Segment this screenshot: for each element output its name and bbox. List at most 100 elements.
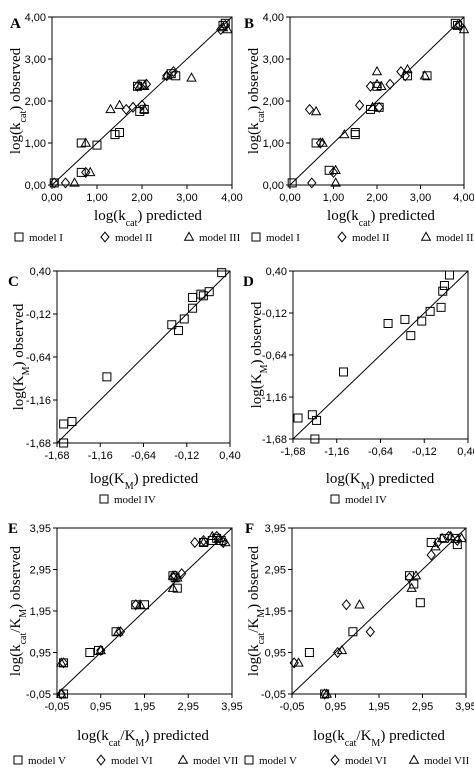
y-tick-label: -0,64 bbox=[26, 352, 51, 364]
point-square bbox=[92, 140, 102, 150]
point-diamond bbox=[168, 66, 179, 78]
point-triangle bbox=[445, 530, 457, 540]
x-axis-label-sub: cat bbox=[345, 738, 357, 749]
y-axis-label-sub: cat bbox=[18, 633, 29, 645]
point-square bbox=[59, 419, 69, 429]
point-triangle bbox=[161, 70, 173, 80]
y-tick-label: -0,64 bbox=[262, 350, 287, 362]
legend-label: model VII bbox=[193, 755, 239, 767]
point-triangle bbox=[217, 21, 229, 32]
point-diamond bbox=[319, 688, 330, 700]
point-square bbox=[422, 71, 432, 81]
point-diamond bbox=[115, 626, 126, 638]
y-tick-label: -0,12 bbox=[26, 309, 51, 321]
y-tick-label: -1,68 bbox=[26, 438, 51, 450]
point-triangle bbox=[458, 23, 470, 34]
point-triangle bbox=[114, 99, 125, 109]
panel-a: A 0,000,00 1,00 1,00 2,00 2,00 3,00 3,00 4,00 4,0… bbox=[8, 12, 243, 244]
point-square bbox=[436, 302, 446, 312]
y-axis-label-sub: M bbox=[21, 366, 32, 375]
y-axis-label: log(kcat/KM) observed bbox=[246, 545, 267, 676]
point-square bbox=[173, 326, 183, 336]
point-diamond bbox=[328, 166, 339, 178]
x-tick-label: 0,00 bbox=[41, 192, 62, 204]
panel-c: C -1,68-1,68 -1,16 -1,16 -0,64 -0,64 -0,12 -0,1… bbox=[8, 266, 241, 506]
point-triangle bbox=[402, 63, 413, 74]
panel-e: E -0,05-0,05 0,95 0,95 1,95 1,95 2,95 2,95 3,95 3… bbox=[8, 521, 243, 767]
point-triangle bbox=[410, 570, 422, 580]
point-diamond bbox=[162, 70, 172, 82]
y-axis-label-sub: cat bbox=[18, 111, 29, 123]
point-square bbox=[94, 645, 104, 655]
y-tick-label: 3,00 bbox=[25, 54, 46, 66]
x-tick-label: 2,95 bbox=[412, 701, 433, 713]
legend-marker-triangle bbox=[177, 754, 189, 764]
x-tick-label: -0,64 bbox=[368, 446, 393, 458]
x-axis-label: log(KM) predicted bbox=[326, 471, 435, 492]
y-tick-label: 1,00 bbox=[25, 138, 46, 150]
point-triangle bbox=[56, 688, 67, 698]
panel-label: E bbox=[8, 521, 18, 537]
point-triangle bbox=[317, 137, 328, 147]
point-square bbox=[204, 287, 214, 297]
y-tick-label: 2,95 bbox=[265, 565, 286, 577]
point-square bbox=[417, 316, 427, 326]
panel-label: C bbox=[8, 274, 19, 290]
point-triangle bbox=[430, 541, 441, 551]
point-square bbox=[348, 627, 358, 637]
legend-label: model I bbox=[29, 232, 63, 244]
point-triangle bbox=[112, 626, 124, 636]
point-square bbox=[170, 573, 180, 583]
x-axis-label: log(kcat) predicted bbox=[327, 208, 435, 229]
y-tick-label: 0,00 bbox=[263, 180, 284, 192]
x-axis-label-post: /K bbox=[356, 728, 371, 744]
x-tick-label: 0,95 bbox=[325, 701, 346, 713]
y-tick-label: 4,00 bbox=[25, 12, 46, 24]
y-tick-label: 0,95 bbox=[265, 648, 286, 660]
point-triangle bbox=[336, 644, 348, 655]
y-axis-label-pre: log(k bbox=[8, 644, 24, 676]
x-axis-label-pre: log(k bbox=[94, 208, 126, 224]
x-tick-label: 2,00 bbox=[366, 192, 387, 204]
point-diamond bbox=[132, 80, 143, 92]
x-tick-label: -0,64 bbox=[131, 450, 156, 462]
x-tick-label: 4,00 bbox=[453, 192, 474, 204]
diagonal-line bbox=[291, 527, 467, 695]
y-axis-label: log(kcat) observed bbox=[246, 47, 267, 154]
y-tick-label: -1,16 bbox=[26, 395, 51, 407]
x-tick-label: 2,95 bbox=[178, 701, 199, 713]
x-tick-label: 4,00 bbox=[221, 192, 242, 204]
point-square bbox=[293, 413, 303, 423]
point-square bbox=[402, 71, 412, 81]
legend-label: model III bbox=[436, 232, 474, 244]
point-triangle bbox=[419, 70, 431, 80]
point-square bbox=[312, 415, 322, 425]
y-axis-label-pre: log(k bbox=[246, 122, 262, 154]
y-tick-label: -1,16 bbox=[262, 392, 287, 404]
x-tick-label: 0,40 bbox=[457, 446, 474, 458]
point-triangle bbox=[293, 657, 304, 667]
x-axis-label: log(kcat/KM) predicted bbox=[77, 728, 209, 749]
point-triangle bbox=[95, 644, 107, 655]
point-diamond bbox=[454, 19, 465, 31]
point-triangle bbox=[371, 78, 383, 88]
y-tick-label: -0,12 bbox=[262, 308, 287, 320]
y-axis-label-post: /K bbox=[8, 618, 24, 633]
point-square bbox=[310, 434, 320, 444]
diagonal-line bbox=[289, 16, 465, 186]
point-square bbox=[111, 627, 121, 637]
x-tick-label: 3,95 bbox=[221, 701, 242, 713]
x-axis-label: log(KM) predicted bbox=[90, 471, 199, 492]
y-tick-label: 2,95 bbox=[30, 565, 51, 577]
x-axis-label-pre: log(k bbox=[77, 728, 109, 744]
point-square bbox=[59, 689, 69, 699]
legend-label: model VI bbox=[111, 755, 153, 767]
point-triangle bbox=[330, 164, 341, 174]
point-square bbox=[415, 598, 425, 608]
x-tick-label: 2,00 bbox=[131, 192, 152, 204]
point-diamond bbox=[404, 572, 415, 584]
x-axis-label-pre: log(K bbox=[90, 471, 125, 487]
diagonal-line bbox=[56, 527, 233, 695]
point-square bbox=[365, 104, 375, 114]
